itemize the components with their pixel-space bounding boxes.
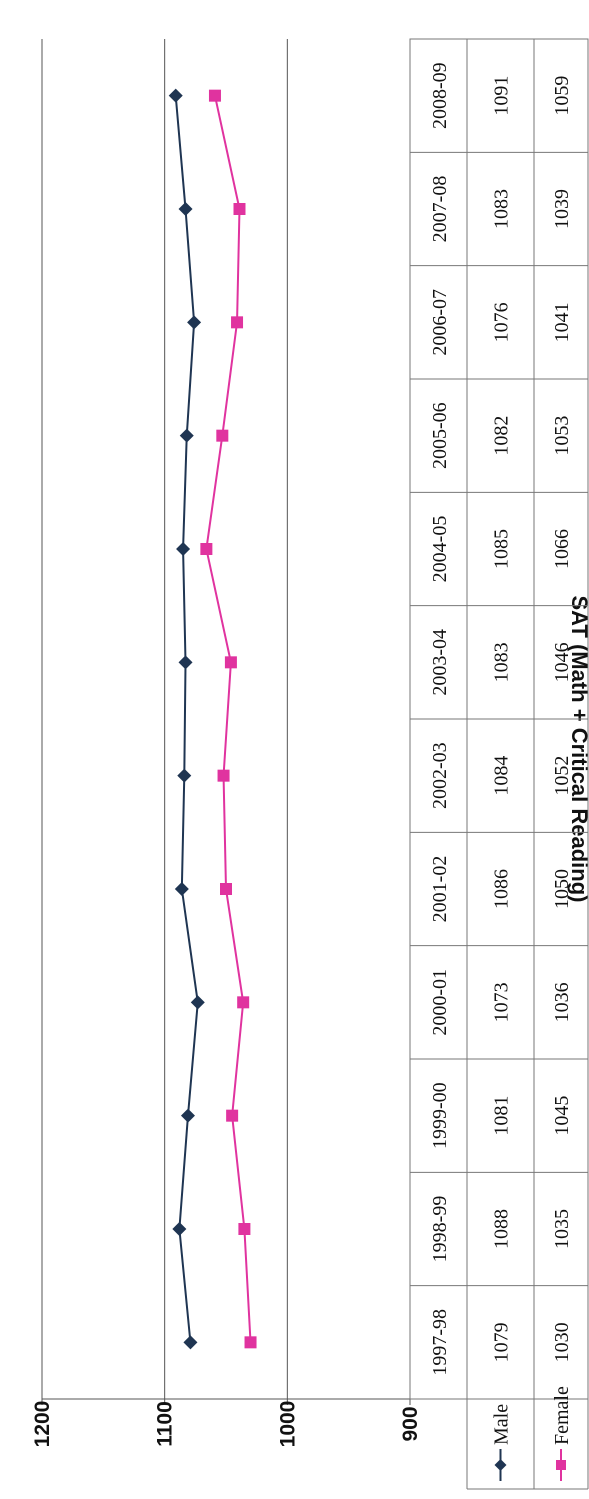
data-label-male: 1079	[491, 1322, 513, 1362]
category-label: 2003-04	[429, 629, 451, 696]
legend-marker-female	[556, 1460, 566, 1470]
data-point-male	[177, 768, 192, 783]
data-label-male: 1088	[491, 1209, 513, 1249]
data-label-male: 1076	[491, 302, 513, 342]
series-line-male	[174, 95, 199, 1343]
data-label-female: 1045	[551, 1096, 573, 1136]
y-tick-label: 1100	[154, 1401, 177, 1447]
category-label: 2005-06	[429, 402, 451, 469]
category-label: 2008-09	[429, 62, 451, 129]
data-point-male	[174, 882, 189, 896]
series-line-female	[205, 95, 252, 1343]
category-label: 2007-08	[429, 176, 451, 243]
data-label-male: 1082	[491, 416, 513, 456]
data-point-male	[168, 88, 183, 103]
category-label: 2002-03	[429, 742, 451, 809]
data-point-male	[178, 202, 193, 216]
data-point-female	[244, 1336, 257, 1349]
data-point-female	[238, 1223, 251, 1235]
data-label-male: 1081	[491, 1096, 513, 1136]
data-point-male	[183, 1335, 198, 1350]
data-point-male	[180, 1108, 195, 1123]
legend-label-male: Male	[491, 1404, 513, 1445]
data-label-female: 1052	[551, 756, 573, 796]
data-label-female: 1066	[551, 529, 573, 569]
data-label-male: 1085	[491, 529, 513, 569]
data-point-female	[220, 883, 232, 895]
data-label-male: 1083	[491, 642, 513, 682]
data-label-male: 1084	[491, 756, 513, 796]
data-label-female: 1059	[551, 76, 573, 116]
data-label-female: 1041	[551, 302, 573, 342]
y-tick-label: 1200	[31, 1401, 54, 1448]
data-point-female	[233, 203, 246, 215]
data-point-male	[190, 995, 205, 1010]
data-label-female: 1035	[551, 1209, 573, 1249]
y-tick-label: 900	[399, 1406, 422, 1441]
category-label: 2004-05	[429, 516, 451, 583]
data-label-female: 1030	[551, 1322, 573, 1362]
category-label: 1997-98	[429, 1309, 451, 1376]
category-label: 2006-07	[429, 289, 451, 356]
data-label-female: 1036	[551, 982, 573, 1022]
data-point-female	[216, 429, 229, 442]
category-label: 2000-01	[429, 969, 451, 1036]
data-label-male: 1083	[491, 189, 513, 229]
data-point-female	[231, 316, 244, 329]
data-point-female	[217, 769, 230, 782]
legend-label-female: Female	[551, 1386, 573, 1445]
data-point-male	[178, 655, 193, 670]
data-point-male	[187, 315, 202, 330]
data-point-female	[237, 996, 250, 1009]
y-tick-label: 1000	[276, 1401, 299, 1448]
data-point-male	[179, 428, 194, 443]
data-label-female: 1039	[551, 189, 573, 229]
data-point-female	[200, 543, 213, 555]
category-label: 2001-02	[429, 856, 451, 923]
data-label-female: 1050	[551, 869, 573, 909]
data-label-male: 1091	[491, 76, 513, 116]
category-label: 1998-99	[429, 1196, 451, 1263]
data-point-female	[226, 1109, 239, 1122]
legend-marker-male	[494, 1459, 507, 1471]
data-point-female	[224, 656, 237, 669]
data-point-male	[172, 1222, 187, 1236]
data-point-female	[208, 89, 221, 102]
category-label: 1999-00	[429, 1082, 451, 1149]
data-label-female: 1053	[551, 416, 573, 456]
data-label-male: 1073	[491, 982, 513, 1022]
data-point-male	[176, 542, 191, 556]
data-label-male: 1086	[491, 869, 513, 909]
data-label-female: 1046	[551, 642, 573, 682]
y-axis-label: SAT (Math + Critical Reading)	[567, 595, 589, 902]
